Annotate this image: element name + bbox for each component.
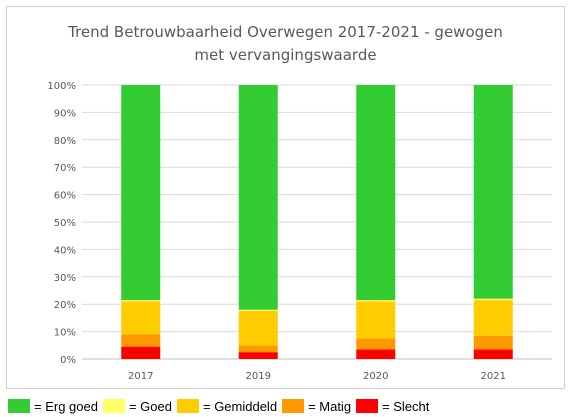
x-tick-label: 2021 — [481, 371, 506, 382]
chart-title-line-1: Trend Betrouwbaarheid Overwegen 2017-202… — [68, 23, 503, 41]
legend-item: = Erg goed — [8, 399, 98, 414]
bar-segment — [238, 309, 278, 312]
bar-segment — [121, 301, 161, 335]
x-tick-label: 2017 — [128, 371, 153, 382]
legend-swatch — [356, 399, 379, 413]
legend-item: = Goed — [102, 398, 172, 414]
bar-segment — [121, 300, 161, 302]
y-tick-label: 80% — [54, 136, 76, 147]
bar-segment — [356, 301, 396, 339]
bar-segment — [238, 85, 278, 310]
legend-swatch — [282, 399, 305, 413]
bar-chart-plot: 0% 10% 20% 30% 40% 50% 60% 70% 80% 90% 100% 2017 201… — [47, 81, 552, 382]
bar-segment — [238, 311, 278, 346]
bar-segment — [356, 85, 396, 301]
legend-label: = Erg goed — [34, 398, 98, 414]
bar-segment — [356, 300, 396, 302]
legend-label: = Goed — [128, 398, 172, 414]
legend-swatch — [176, 399, 199, 413]
bar-segment — [356, 338, 396, 350]
bar-segment — [473, 335, 513, 350]
legend-item: = Matig — [282, 399, 351, 414]
bar-segment — [121, 346, 161, 359]
bar-segment — [356, 349, 396, 359]
chart-frame: Trend Betrouwbaarheid Overwegen 2017-202… — [6, 6, 565, 389]
legend-label: = Gemiddeld — [202, 398, 278, 414]
bar-segment — [238, 352, 278, 359]
y-tick-label: 90% — [54, 108, 76, 119]
bar-segment — [473, 300, 513, 336]
y-tick-label: 70% — [54, 163, 76, 174]
chart-title: Trend Betrouwbaarheid Overwegen 2017-202… — [7, 21, 564, 67]
legend-swatch — [102, 399, 125, 413]
bar-segment — [473, 85, 513, 299]
bar-segment — [121, 85, 161, 301]
legend-item: = Gemiddeld — [176, 398, 278, 414]
y-tick-label: 100% — [47, 81, 76, 92]
legend-swatch — [8, 399, 30, 413]
y-tick-label: 20% — [54, 300, 76, 311]
legend-label: = Matig — [308, 398, 352, 414]
x-tick-label: 2020 — [363, 371, 388, 382]
bar-segment — [473, 349, 513, 359]
bar-segment — [473, 298, 513, 301]
bar-segment — [238, 345, 278, 353]
y-tick-label: 40% — [54, 245, 76, 256]
x-tick-label: 2019 — [246, 371, 271, 382]
chart-legend: = Erg goed = Goed = Gemiddeld = Matig = Slec… — [8, 396, 434, 416]
y-tick-label: 50% — [54, 218, 76, 229]
chart-title-line-2: met vervangingswaarde — [194, 46, 377, 64]
legend-item: = Slecht — [356, 399, 429, 414]
y-tick-label: 60% — [54, 191, 76, 202]
y-tick-label: 10% — [54, 328, 76, 339]
y-tick-label: 30% — [54, 273, 76, 284]
y-tick-label: 0% — [60, 355, 76, 366]
bar-segment — [121, 334, 161, 347]
legend-label: = Slecht — [382, 398, 430, 414]
